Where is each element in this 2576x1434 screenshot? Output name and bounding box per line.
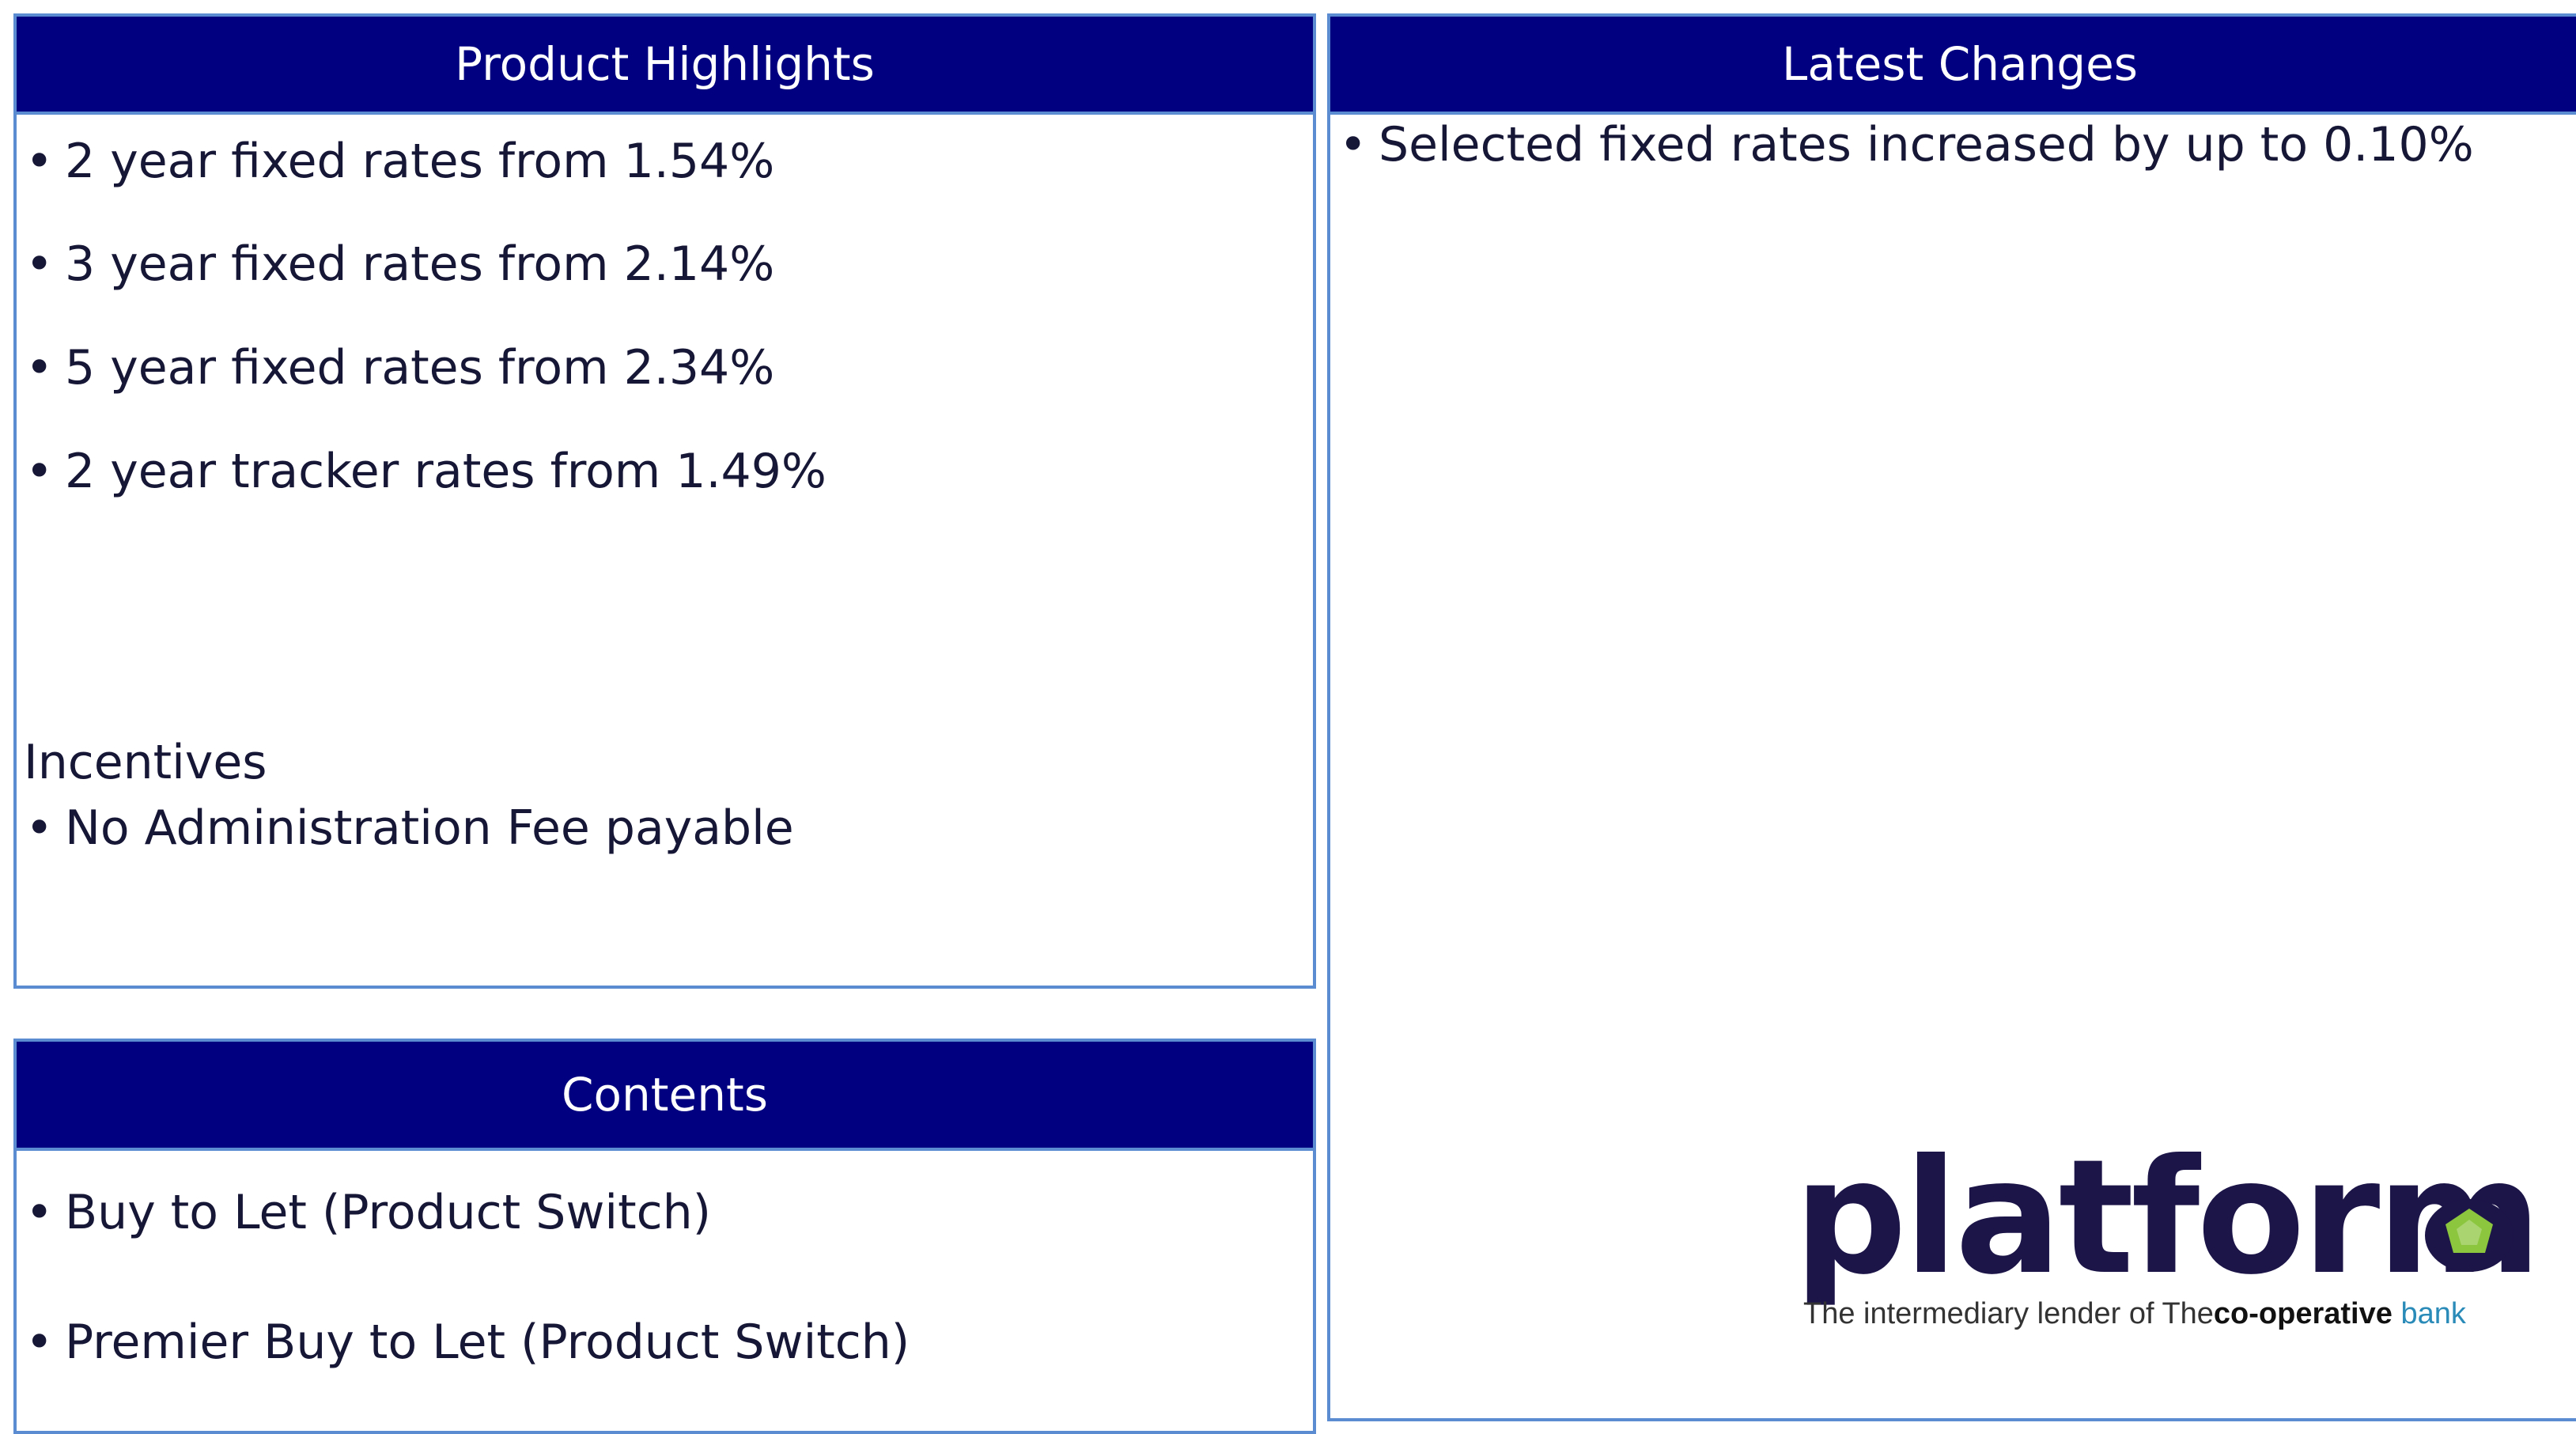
- page: Product Highlights Latest Changes Conten…: [0, 0, 2576, 1398]
- tagline-text: The: [2162, 1297, 2214, 1330]
- panel-header: Latest Changes: [1330, 17, 2576, 115]
- bullet-item: Selected fixed rates increased by up to …: [1339, 121, 2474, 168]
- bullet-item: 2 year tracker rates from 1.49%: [25, 448, 827, 495]
- bullet-item: 2 year fixed rates from 1.54%: [25, 138, 774, 185]
- panel-header: Contents: [17, 1042, 1313, 1151]
- latest-changes-box: Latest Changes: [1327, 13, 2576, 1421]
- bullet-item: Buy to Let (Product Switch): [25, 1189, 711, 1236]
- tagline-brand: bank: [2400, 1297, 2466, 1330]
- logo-icon: [2425, 1199, 2514, 1272]
- panel-header: Product Highlights: [17, 17, 1313, 115]
- bullet-item: No Administration Fee payable: [25, 804, 794, 852]
- bullet-item: 5 year fixed rates from 2.34%: [25, 344, 774, 392]
- bullet-item: 3 year fixed rates from 2.14%: [25, 240, 774, 288]
- logo-wordmark: platform: [1794, 1126, 2542, 1310]
- incentives-heading: Incentives: [24, 735, 267, 790]
- tagline-brand: co-operative: [2213, 1297, 2393, 1330]
- bullet-item: Premier Buy to Let (Product Switch): [25, 1319, 910, 1366]
- tagline-text: The intermediary lender of: [1803, 1297, 2154, 1330]
- logo-tagline: The intermediary lender of Theco-operati…: [1803, 1297, 2466, 1331]
